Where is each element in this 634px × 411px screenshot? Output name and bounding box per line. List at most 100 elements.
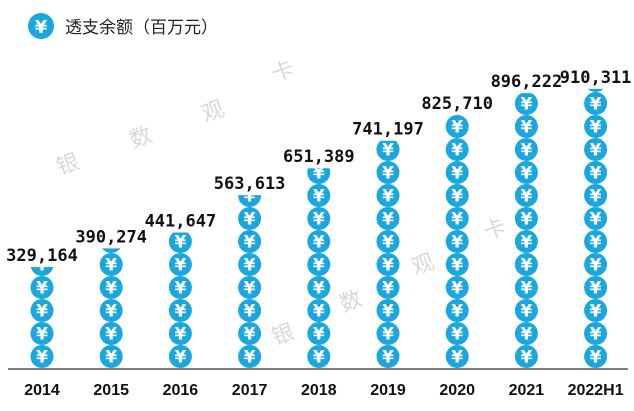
yuan-symbol-icon: ¥ bbox=[590, 95, 602, 115]
yuan-symbol-icon: ¥ bbox=[313, 164, 325, 184]
bar-coin bbox=[445, 207, 469, 230]
yuan-symbol-icon: ¥ bbox=[174, 325, 186, 345]
yuan-symbol-icon: ¥ bbox=[451, 256, 463, 276]
bar-coin bbox=[168, 232, 192, 253]
bar-coin bbox=[376, 184, 400, 207]
data-label: 910,311 bbox=[560, 68, 632, 88]
yuan-symbol-icon: ¥ bbox=[382, 302, 394, 322]
yuan-symbol-icon: ¥ bbox=[244, 210, 256, 230]
yuan-symbol-icon: ¥ bbox=[590, 118, 602, 138]
yuan-symbol-icon: ¥ bbox=[451, 348, 463, 368]
x-tick-label: 2020 bbox=[439, 382, 475, 399]
bar-2019: ¥ ¥ ¥ ¥ ¥ ¥ ¥ ¥ ¥ ¥ bbox=[376, 140, 400, 368]
yuan-coin-icon bbox=[28, 13, 54, 39]
yuan-symbol-icon: ¥ bbox=[36, 348, 48, 368]
bar-coin bbox=[445, 161, 469, 184]
yuan-symbol-icon: ¥ bbox=[520, 233, 532, 253]
bar-2021: ¥ ¥ ¥ ¥ ¥ ¥ ¥ ¥ ¥ ¥ ¥ ¥ bbox=[514, 93, 538, 368]
watermark-char: 观 bbox=[199, 97, 228, 128]
bar-coin-partial: ¥ bbox=[307, 164, 331, 184]
bar-coin bbox=[30, 299, 54, 322]
bar-coin bbox=[514, 93, 538, 115]
bar-coin bbox=[99, 299, 123, 322]
bar-coin bbox=[445, 299, 469, 322]
yuan-symbol-icon: ¥ bbox=[244, 325, 256, 345]
yuan-symbol-icon: ¥ bbox=[105, 348, 117, 368]
yuan-symbol-icon: ¥ bbox=[520, 187, 532, 207]
bar-coin bbox=[238, 322, 262, 345]
bar-coin bbox=[307, 207, 331, 230]
yuan-symbol-icon: ¥ bbox=[451, 302, 463, 322]
yuan-symbol-icon: ¥ bbox=[382, 256, 394, 276]
bar-coin bbox=[514, 345, 538, 368]
bar-coin bbox=[514, 207, 538, 230]
x-tick-label: 2016 bbox=[163, 382, 199, 399]
yuan-symbol-icon: ¥ bbox=[451, 210, 463, 230]
yuan-symbol-icon: ¥ bbox=[174, 348, 186, 368]
yuan-symbol-icon: ¥ bbox=[520, 210, 532, 230]
bar-coin bbox=[445, 184, 469, 207]
bar-coin bbox=[514, 322, 538, 345]
yuan-symbol-icon: ¥ bbox=[520, 256, 532, 276]
bar-coin bbox=[376, 253, 400, 276]
bar-coin bbox=[238, 345, 262, 368]
yuan-symbol-icon: ¥ bbox=[520, 95, 532, 115]
bar-coin bbox=[376, 230, 400, 253]
yuan-symbol-icon: ¥ bbox=[451, 187, 463, 207]
bar-coin bbox=[514, 299, 538, 322]
bar-2018: ¥ ¥ ¥ ¥ ¥ ¥ ¥ ¥ ¥ bbox=[307, 164, 331, 368]
yuan-symbol-icon: ¥ bbox=[382, 348, 394, 368]
yuan-symbol-icon: ¥ bbox=[174, 302, 186, 322]
bar-coin bbox=[99, 253, 123, 276]
yuan-symbol-icon: ¥ bbox=[36, 256, 48, 276]
bar-coin bbox=[238, 207, 262, 230]
bar-coin bbox=[587, 88, 604, 92]
yuan-symbol-icon: ¥ bbox=[590, 210, 602, 230]
bar-coin bbox=[445, 138, 469, 161]
bar-coin-partial: ¥ bbox=[587, 88, 604, 92]
bar-coin bbox=[445, 345, 469, 368]
bar-coin bbox=[376, 322, 400, 345]
yuan-symbol-icon: ¥ bbox=[451, 325, 463, 345]
yuan-symbol-icon: ¥ bbox=[105, 325, 117, 345]
yuan-symbol-icon: ¥ bbox=[36, 325, 48, 345]
yuan-symbol-icon: ¥ bbox=[244, 233, 256, 253]
bar-coin bbox=[584, 161, 608, 184]
bar-coin bbox=[307, 168, 331, 184]
bar-coin bbox=[30, 345, 54, 368]
yuan-symbol-icon: ¥ bbox=[590, 325, 602, 345]
watermark-char: 银 bbox=[269, 320, 298, 351]
bar-coin bbox=[584, 345, 608, 368]
bar-coin bbox=[168, 299, 192, 322]
yuan-symbol-icon: ¥ bbox=[313, 256, 325, 276]
watermark-char: 卡 bbox=[481, 215, 510, 246]
yuan-symbol-icon: ¥ bbox=[451, 164, 463, 184]
yuan-symbol-icon: ¥ bbox=[520, 164, 532, 184]
bar-coin bbox=[584, 230, 608, 253]
yuan-symbol-icon: ¥ bbox=[520, 348, 532, 368]
yuan-symbol-icon: ¥ bbox=[520, 325, 532, 345]
bars-layer: ¥¥¥¥¥329,164¥¥¥¥¥¥390,274¥¥¥¥¥¥441,647¥¥… bbox=[6, 68, 631, 368]
bar-coin-partial: ¥ bbox=[514, 93, 538, 115]
yuan-symbol-icon: ¥ bbox=[382, 279, 394, 299]
yuan-symbol-icon: ¥ bbox=[590, 233, 602, 253]
yuan-symbol-icon: ¥ bbox=[174, 256, 186, 276]
data-label: 825,710 bbox=[421, 94, 493, 114]
yuan-symbol-icon: ¥ bbox=[244, 348, 256, 368]
bar-2020: ¥ ¥ ¥ ¥ ¥ ¥ ¥ ¥ ¥ ¥ ¥ bbox=[445, 115, 469, 368]
yuan-symbol-icon: ¥ bbox=[313, 210, 325, 230]
bar-coin bbox=[376, 140, 400, 161]
yuan-symbol-icon: ¥ bbox=[590, 187, 602, 207]
yuan-symbol-icon: ¥ bbox=[520, 141, 532, 161]
x-tick-label: 2019 bbox=[370, 382, 406, 399]
yuan-symbol-icon: ¥ bbox=[590, 302, 602, 322]
bar-coin bbox=[238, 299, 262, 322]
bar-coin-partial: ¥ bbox=[101, 233, 121, 253]
bar-coin-partial: ¥ bbox=[238, 195, 262, 207]
watermark-char: 银 bbox=[54, 150, 83, 181]
yuan-symbol-icon: ¥ bbox=[105, 233, 117, 253]
yuan-symbol-icon: ¥ bbox=[520, 279, 532, 299]
bar-coin bbox=[30, 267, 54, 276]
bar-coin bbox=[168, 253, 192, 276]
yuan-symbol-icon: ¥ bbox=[382, 210, 394, 230]
